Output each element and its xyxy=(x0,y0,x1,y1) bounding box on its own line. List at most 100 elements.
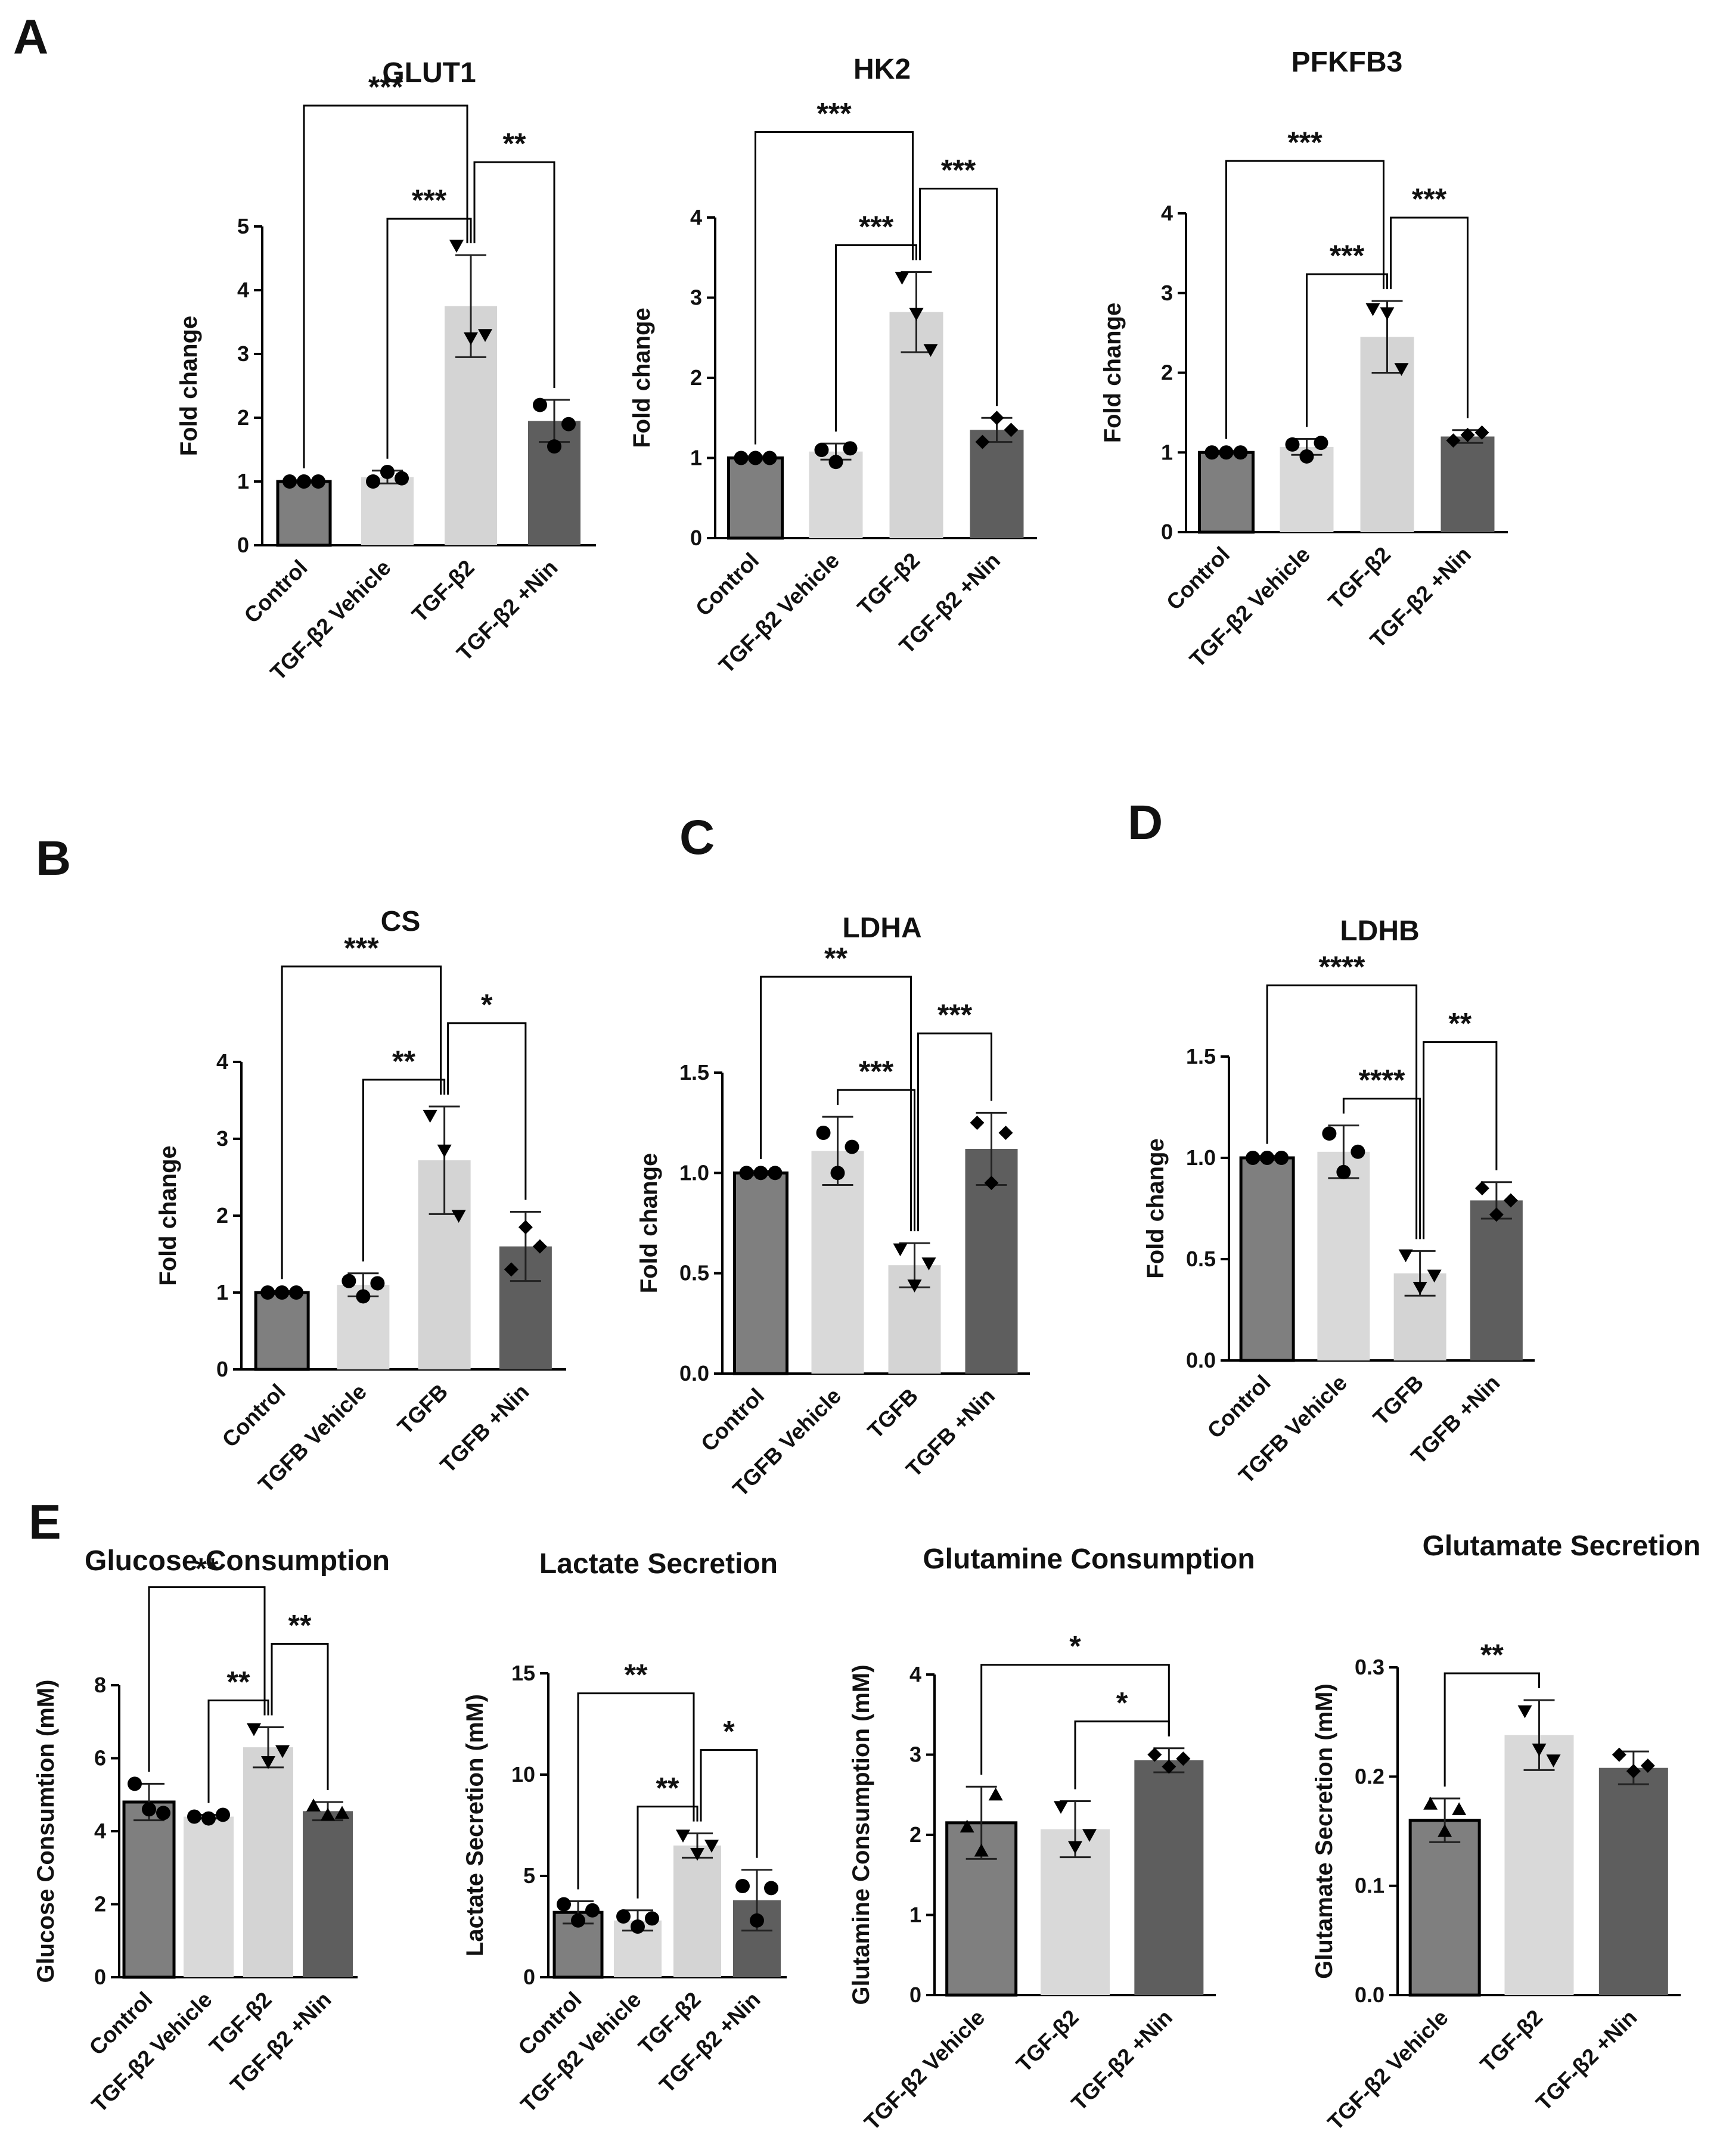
significance-bracket xyxy=(837,1089,915,1232)
significance-bracket xyxy=(207,1699,269,1803)
data-point xyxy=(739,1166,754,1180)
y-tick-label: 0.3 xyxy=(1355,1655,1384,1679)
data-point xyxy=(504,1262,519,1277)
data-point xyxy=(753,1166,768,1180)
data-point xyxy=(275,1745,290,1759)
data-point xyxy=(585,1903,600,1918)
data-point xyxy=(1219,445,1234,460)
data-point xyxy=(518,1220,533,1235)
bar xyxy=(727,456,784,540)
y-tick-label: 2 xyxy=(237,405,249,430)
significance-label: *** xyxy=(1330,239,1365,272)
significance-label: *** xyxy=(1412,182,1447,216)
data-point xyxy=(1474,425,1489,440)
significance-label: ** xyxy=(824,942,847,975)
significance-label: ** xyxy=(227,1665,250,1698)
significance-bracket xyxy=(1225,160,1384,439)
data-point xyxy=(437,1144,452,1158)
data-point xyxy=(909,307,924,321)
significance-bracket xyxy=(281,965,442,1279)
significance-label: ** xyxy=(625,1658,648,1692)
data-point xyxy=(128,1776,142,1791)
data-point xyxy=(1546,1754,1561,1767)
data-point xyxy=(828,455,843,470)
data-point xyxy=(1260,1151,1275,1165)
chart-title: Glucose Consumption xyxy=(85,1545,390,1577)
data-point xyxy=(998,1126,1013,1140)
data-point xyxy=(921,1257,936,1270)
y-tick-label: 0.0 xyxy=(1355,1983,1384,2007)
data-point xyxy=(845,1139,859,1154)
significance-bracket xyxy=(835,244,917,432)
significance-bracket xyxy=(271,1642,329,1790)
chart-title: LDHA xyxy=(842,912,921,944)
chart-title: Lactate Secretion xyxy=(539,1548,778,1580)
y-tick-label: 1 xyxy=(216,1280,228,1304)
bar xyxy=(122,1800,176,1979)
data-point xyxy=(275,1285,290,1300)
data-point xyxy=(478,329,492,342)
y-tick-label: 4 xyxy=(1161,201,1173,225)
data-point xyxy=(335,1806,349,1819)
significance-label: *** xyxy=(412,184,447,217)
data-point xyxy=(762,451,777,465)
data-point xyxy=(1233,445,1248,460)
y-tick-label: 0.2 xyxy=(1355,1764,1384,1788)
y-tick-label: 2 xyxy=(94,1892,106,1916)
category-label: TGF-β2 xyxy=(853,548,925,620)
data-point xyxy=(1365,303,1380,316)
data-point xyxy=(748,451,763,465)
significance-bracket xyxy=(447,1022,527,1200)
data-point xyxy=(187,1809,201,1824)
chart-glutamine: Glutamine Consumption Glutamine Consumpti… xyxy=(848,1543,1255,2135)
data-point xyxy=(561,417,576,431)
data-point xyxy=(423,1110,437,1123)
data-point xyxy=(690,1848,704,1861)
y-tick-label: 2 xyxy=(216,1203,228,1228)
panel-letter-b: B xyxy=(36,831,71,886)
significance-label: *** xyxy=(817,97,852,130)
chart-glucose: Glucose Consumption Glucose Consumtion (m… xyxy=(33,1545,390,2117)
data-point xyxy=(923,344,938,357)
data-point xyxy=(451,1210,466,1223)
y-tick-label: 1 xyxy=(1161,440,1173,464)
bar xyxy=(1598,1767,1668,1995)
y-tick-label: 0.0 xyxy=(679,1361,709,1385)
significance-bracket xyxy=(700,1749,758,1858)
data-point xyxy=(750,1913,764,1928)
data-point xyxy=(306,1798,321,1812)
significance-label: **** xyxy=(1359,1064,1405,1097)
bar xyxy=(1408,1819,1481,1997)
data-point xyxy=(645,1911,659,1926)
significance-label: * xyxy=(481,988,493,1021)
significance-label: **** xyxy=(1318,950,1365,984)
data-point xyxy=(960,1819,974,1833)
data-point xyxy=(1446,433,1461,448)
data-point xyxy=(974,1843,989,1857)
data-point xyxy=(984,1176,999,1191)
significance-bracket xyxy=(1306,273,1388,427)
y-tick-label: 5 xyxy=(237,214,249,238)
y-axis-title: Glucose Consumtion (mM) xyxy=(33,1680,59,1983)
data-point xyxy=(1274,1151,1289,1165)
significance-bracket xyxy=(980,1664,1170,1775)
category-label: Control xyxy=(696,1384,769,1456)
y-tick-label: 2 xyxy=(1161,361,1173,385)
y-tick-label: 10 xyxy=(511,1762,535,1787)
significance-label: ** xyxy=(1448,1007,1471,1040)
data-point xyxy=(1412,1282,1427,1295)
data-point xyxy=(1423,1797,1438,1810)
category-label: TGF-β2 xyxy=(1324,542,1396,614)
data-point xyxy=(907,1279,922,1293)
data-point xyxy=(1004,422,1019,437)
y-tick-label: 0 xyxy=(237,533,249,557)
data-point xyxy=(1452,1802,1467,1815)
y-tick-label: 2 xyxy=(690,365,702,390)
significance-bracket xyxy=(1342,1098,1421,1239)
data-point xyxy=(370,1276,385,1291)
bar xyxy=(733,1171,788,1375)
chart-title: HK2 xyxy=(853,54,911,85)
data-point xyxy=(631,1919,645,1934)
data-point xyxy=(1147,1747,1162,1762)
data-point xyxy=(532,1239,547,1254)
